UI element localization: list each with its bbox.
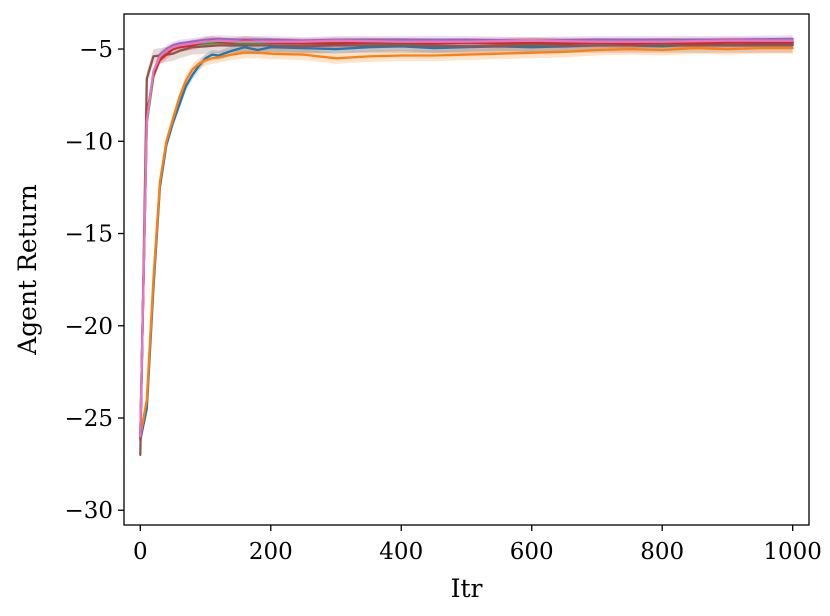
y-tick-label: −15: [64, 222, 113, 248]
y-tick-label: −5: [79, 37, 113, 63]
x-axis-label: Itr: [451, 574, 483, 603]
series-6-line: [139, 39, 794, 440]
series-5-band: [140, 38, 793, 463]
series-3-line: [139, 40, 794, 438]
y-tick-label: −20: [64, 314, 113, 340]
series-7-band: [140, 37, 793, 441]
x-tick-label: 600: [510, 539, 554, 565]
x-tick-label: 0: [133, 539, 148, 565]
series-1-line: [139, 43, 794, 442]
y-axis-ticks: −5 −10 −15 −20 −25 −30: [64, 37, 124, 524]
y-tick-label: −30: [64, 498, 113, 524]
series-7-line: [139, 39, 794, 438]
series-2-band: [140, 42, 793, 442]
series-6-band: [140, 36, 793, 443]
x-tick-label: 400: [379, 539, 423, 565]
x-tick-label: 1000: [763, 539, 822, 565]
x-axis-ticks: 0 200 400 600 800 1000: [133, 525, 822, 565]
series-3-band: [140, 38, 793, 441]
series-4-line: [139, 37, 794, 438]
series-2-line: [139, 46, 794, 438]
plot-frame: [123, 13, 810, 526]
y-axis-label: Agent Return: [13, 184, 42, 356]
x-tick-label: 200: [249, 539, 293, 565]
series-4-band: [140, 35, 793, 441]
y-tick-label: −25: [64, 406, 113, 432]
x-tick-label: 800: [640, 539, 684, 565]
series-1-band: [140, 39, 793, 445]
y-tick-label: −10: [64, 129, 113, 155]
series-5-line: [139, 44, 794, 457]
confidence-bands: [140, 35, 793, 463]
series-lines: [139, 37, 794, 457]
